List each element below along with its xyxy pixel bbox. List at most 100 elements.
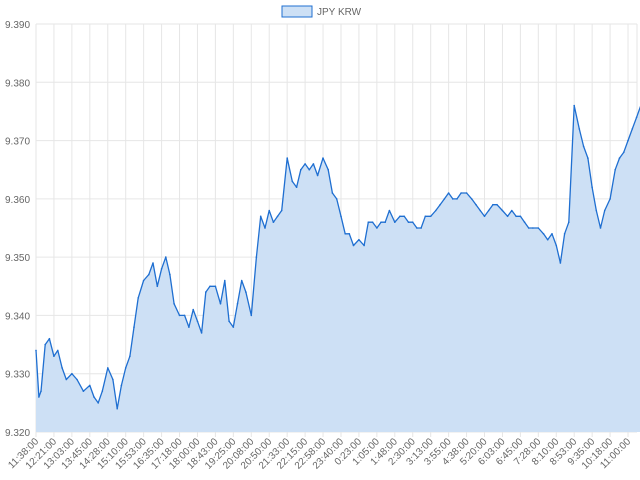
data-point[interactable]	[200, 332, 203, 334]
data-point[interactable]	[44, 343, 46, 346]
data-point[interactable]	[527, 227, 530, 229]
data-point[interactable]	[205, 291, 207, 293]
data-point[interactable]	[76, 378, 78, 381]
data-point[interactable]	[523, 221, 526, 223]
data-point[interactable]	[511, 209, 513, 212]
data-point[interactable]	[196, 320, 199, 323]
data-point[interactable]	[631, 128, 634, 130]
data-point[interactable]	[295, 186, 298, 188]
data-point[interactable]	[304, 163, 306, 165]
data-point[interactable]	[219, 303, 222, 305]
data-point[interactable]	[183, 314, 186, 317]
data-point[interactable]	[178, 314, 181, 317]
data-point[interactable]	[236, 303, 239, 305]
data-point[interactable]	[148, 273, 150, 276]
data-point[interactable]	[240, 279, 243, 282]
legend[interactable]: JPY KRW	[281, 5, 362, 18]
data-point[interactable]	[97, 402, 99, 404]
data-point[interactable]	[358, 238, 360, 241]
data-point[interactable]	[169, 273, 171, 276]
data-point[interactable]	[35, 349, 37, 352]
data-point[interactable]	[367, 221, 370, 223]
data-point[interactable]	[152, 262, 154, 264]
series-line[interactable]	[35, 104, 640, 410]
data-point[interactable]	[173, 303, 175, 305]
data-point[interactable]	[65, 378, 68, 381]
data-point[interactable]	[124, 367, 127, 369]
data-point[interactable]	[300, 168, 302, 171]
data-point[interactable]	[618, 157, 621, 159]
data-point[interactable]	[137, 297, 139, 299]
data-point[interactable]	[429, 215, 432, 218]
data-point[interactable]	[394, 221, 396, 223]
data-point[interactable]	[609, 198, 611, 200]
data-point[interactable]	[107, 367, 109, 369]
data-point[interactable]	[57, 349, 59, 352]
data-point[interactable]	[209, 285, 211, 288]
data-point[interactable]	[614, 168, 616, 171]
data-point[interactable]	[280, 209, 283, 212]
data-point[interactable]	[268, 209, 271, 212]
data-point[interactable]	[363, 244, 365, 247]
data-point[interactable]	[411, 221, 414, 223]
data-point[interactable]	[403, 215, 406, 218]
data-point[interactable]	[245, 291, 247, 293]
data-point[interactable]	[376, 227, 378, 229]
data-point[interactable]	[573, 104, 575, 107]
data-point[interactable]	[89, 384, 91, 387]
data-point[interactable]	[452, 198, 454, 200]
data-point[interactable]	[259, 215, 262, 218]
data-point[interactable]	[40, 390, 42, 393]
data-point[interactable]	[286, 157, 289, 159]
data-point[interactable]	[568, 221, 570, 223]
data-point[interactable]	[232, 326, 235, 328]
data-point[interactable]	[479, 209, 482, 212]
data-point[interactable]	[322, 157, 324, 159]
data-point[interactable]	[116, 407, 118, 410]
data-point[interactable]	[492, 203, 494, 206]
data-point[interactable]	[582, 145, 585, 148]
data-point[interactable]	[250, 314, 253, 317]
data-point[interactable]	[53, 355, 55, 358]
data-point[interactable]	[82, 390, 85, 393]
data-point[interactable]	[112, 378, 114, 381]
data-point[interactable]	[599, 227, 602, 229]
data-point[interactable]	[595, 209, 598, 212]
data-point[interactable]	[327, 168, 330, 171]
data-point[interactable]	[551, 233, 553, 235]
data-point[interactable]	[165, 256, 167, 258]
data-point[interactable]	[537, 227, 540, 229]
data-point[interactable]	[407, 221, 410, 223]
data-point[interactable]	[542, 233, 545, 235]
data-point[interactable]	[224, 279, 226, 282]
data-point[interactable]	[532, 227, 534, 229]
data-point[interactable]	[142, 279, 145, 282]
data-point[interactable]	[416, 227, 418, 229]
data-point[interactable]	[61, 367, 63, 369]
data-point[interactable]	[316, 174, 319, 177]
data-point[interactable]	[515, 215, 517, 218]
data-point[interactable]	[559, 262, 562, 264]
data-point[interactable]	[71, 372, 73, 375]
data-point[interactable]	[460, 192, 462, 194]
data-point[interactable]	[276, 215, 279, 218]
data-point[interactable]	[228, 320, 230, 323]
data-point[interactable]	[93, 396, 95, 398]
data-point[interactable]	[587, 157, 589, 159]
data-point[interactable]	[331, 192, 334, 194]
data-point[interactable]	[380, 221, 382, 223]
data-point[interactable]	[352, 244, 355, 247]
data-point[interactable]	[48, 337, 51, 340]
data-point[interactable]	[627, 139, 629, 142]
data-point[interactable]	[388, 209, 391, 212]
data-point[interactable]	[308, 168, 311, 171]
data-point[interactable]	[603, 209, 606, 212]
data-point[interactable]	[156, 285, 159, 288]
data-point[interactable]	[384, 221, 387, 223]
data-point[interactable]	[475, 203, 477, 206]
data-point[interactable]	[192, 308, 194, 311]
data-point[interactable]	[399, 215, 401, 218]
data-point[interactable]	[465, 192, 468, 194]
data-point[interactable]	[563, 233, 566, 235]
data-point[interactable]	[344, 233, 347, 235]
